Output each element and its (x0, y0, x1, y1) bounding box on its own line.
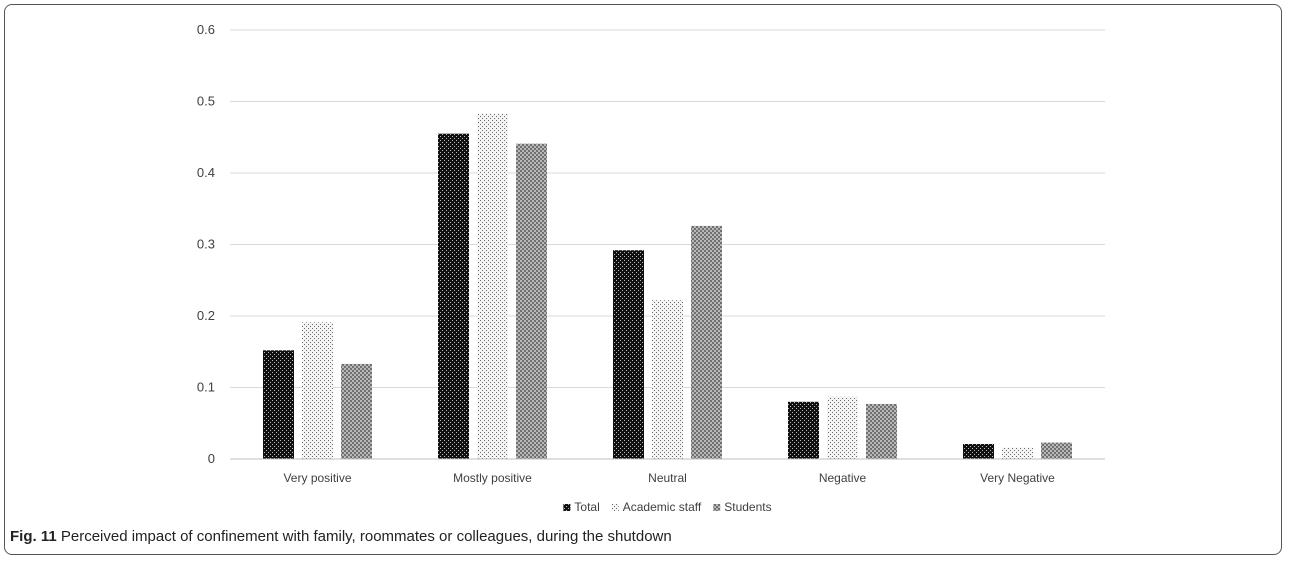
x-category-label: Negative (819, 471, 867, 485)
x-category-label: Very Negative (980, 471, 1055, 485)
figure-caption: Fig. 11 Perceived impact of confinement … (10, 528, 672, 545)
caption-text: Perceived impact of confinement with fam… (60, 528, 672, 545)
bar-total (963, 443, 994, 459)
y-tick-label: 0.2 (197, 308, 215, 323)
bar-students (1041, 442, 1072, 459)
bar-academic-staff (827, 396, 858, 459)
legend-label: Academic staff (623, 500, 702, 514)
legend-swatch (563, 504, 571, 511)
bar-students (691, 225, 722, 459)
bar-total (788, 401, 819, 459)
x-category-label: Very positive (283, 471, 351, 485)
legend-swatch (611, 504, 619, 511)
bar-academic-staff (1002, 447, 1033, 459)
bar-total (613, 250, 644, 459)
bar-academic-staff (652, 300, 683, 459)
x-category-label: Neutral (648, 471, 687, 485)
y-tick-label: 0.6 (197, 22, 215, 37)
bar-students (516, 143, 547, 459)
x-axis-labels: Very positive Mostly positive Neutral Negat… (283, 471, 1055, 485)
bar-academic-staff (477, 113, 508, 459)
y-tick-label: 0 (208, 451, 215, 466)
x-category-label: Mostly positive (453, 471, 532, 485)
y-tick-label: 0.1 (197, 380, 215, 395)
bar-total (263, 350, 294, 459)
y-tick-label: 0.4 (197, 165, 215, 180)
legend-label: Students (724, 500, 771, 514)
bar-students (866, 403, 897, 459)
y-tick-label: 0.5 (197, 94, 215, 109)
bar-academic-staff (302, 322, 333, 459)
caption-label: Fig. 11 (10, 528, 57, 545)
bar-students (341, 363, 372, 459)
y-tick-label: 0.3 (197, 237, 215, 252)
legend-swatch (713, 504, 721, 511)
bars (263, 113, 1072, 460)
legend-label: Total (574, 500, 599, 514)
bar-total (438, 133, 469, 460)
y-axis-ticks: 0 0.1 0.2 0.3 0.4 0.5 0.6 (197, 22, 215, 466)
gridlines (230, 29, 1105, 388)
figure-frame (4, 4, 1282, 555)
legend: Total Academic staff Students (563, 500, 772, 514)
